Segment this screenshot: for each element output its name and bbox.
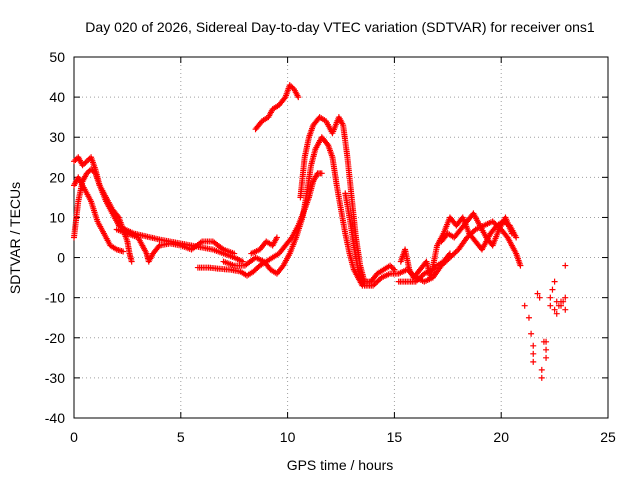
x-tick-label: 10: [280, 429, 296, 445]
data-point: [551, 278, 558, 285]
x-tick-label: 25: [600, 429, 616, 445]
data-point: [517, 262, 524, 269]
data-point: [543, 338, 550, 345]
data-point: [562, 262, 569, 269]
chart-title: Day 020 of 2026, Sidereal Day-to-day VTE…: [85, 19, 595, 35]
y-tick-labels: -40 -30 -20 -10 0 10 20 30 40 50: [45, 49, 65, 426]
data-point: [525, 314, 532, 321]
data-points: [71, 82, 569, 381]
y-tick-label: 40: [49, 89, 65, 105]
data-point: [538, 374, 545, 381]
data-point: [114, 213, 121, 220]
data-point: [543, 346, 550, 353]
x-tick-label: 5: [177, 429, 185, 445]
data-point: [547, 302, 554, 309]
data-point: [558, 302, 565, 309]
y-tick-label: -40: [45, 410, 65, 426]
data-point: [536, 294, 543, 301]
data-point: [538, 366, 545, 373]
y-tick-label: -10: [45, 290, 65, 306]
data-point: [231, 250, 238, 257]
data-point: [128, 258, 135, 265]
data-point: [513, 234, 520, 241]
x-tick-label: 15: [387, 429, 403, 445]
y-tick-label: -20: [45, 330, 65, 346]
data-point: [534, 290, 541, 297]
data-point: [560, 298, 567, 305]
data-point: [391, 266, 398, 273]
data-point: [318, 170, 325, 177]
data-point: [553, 310, 560, 317]
data-point: [445, 251, 452, 258]
data-point: [446, 250, 453, 257]
data-point: [324, 140, 331, 147]
axis-ticks: [73, 56, 609, 419]
data-point: [295, 94, 302, 101]
data-point: [521, 302, 528, 309]
data-point: [530, 342, 537, 349]
x-tick-labels: 0 5 10 15 20 25: [70, 429, 616, 445]
x-tick-label: 0: [70, 429, 78, 445]
data-point: [528, 330, 535, 337]
y-axis-label: SDTVAR / TECUs: [7, 182, 23, 294]
data-point: [281, 95, 288, 102]
data-point: [508, 230, 515, 237]
x-axis-label: GPS time / hours: [287, 457, 394, 473]
y-tick-label: 10: [49, 209, 65, 225]
data-point: [562, 306, 569, 313]
y-tick-label: 50: [49, 49, 65, 65]
data-point: [562, 294, 569, 301]
y-tick-label: 20: [49, 169, 65, 185]
y-tick-label: 30: [49, 129, 65, 145]
y-tick-label: 0: [57, 250, 65, 266]
y-tick-label: -30: [45, 370, 65, 386]
data-point: [530, 350, 537, 357]
data-point: [547, 294, 554, 301]
data-point: [549, 286, 556, 293]
x-tick-label: 20: [493, 429, 509, 445]
data-point: [279, 263, 286, 270]
data-point: [551, 306, 558, 313]
data-point: [273, 234, 280, 241]
data-point: [120, 248, 127, 255]
data-point: [543, 354, 550, 361]
data-point: [530, 358, 537, 365]
